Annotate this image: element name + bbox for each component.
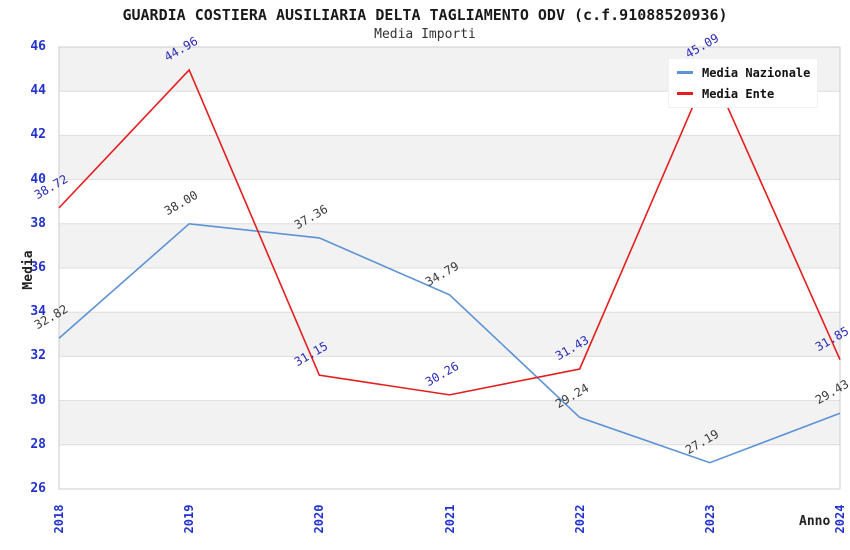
y-tick-46: 46 <box>30 39 46 54</box>
series-line-nazionale <box>58 222 841 464</box>
x-tick-2019: 2019 <box>182 504 197 534</box>
legend-swatch-nazionale-icon <box>677 71 693 74</box>
y-tick-38: 38 <box>30 215 46 231</box>
x-tick-2023: 2023 <box>702 504 717 534</box>
y-tick-32: 32 <box>30 348 46 364</box>
legend-item-media-ente: Media Ente <box>669 83 817 104</box>
plot-border <box>58 46 841 490</box>
y-tick-36: 36 <box>30 260 46 275</box>
y-tick-44: 44 <box>30 83 46 99</box>
grid-band <box>59 268 840 313</box>
y-axis-title: Media <box>21 250 36 290</box>
grid-band <box>59 400 840 445</box>
legend: Media Nazionale Media Ente <box>668 58 818 108</box>
grid-band <box>59 223 840 268</box>
grid-band <box>59 356 840 401</box>
x-tick-2024: 2024 <box>833 504 847 534</box>
x-tick-2021: 2021 <box>442 504 457 534</box>
grid-band <box>59 312 840 357</box>
x-tick-2018: 2018 <box>52 504 66 534</box>
legend-swatch-ente-icon <box>677 92 693 95</box>
chart-title: GUARDIA COSTIERA AUSILIARIA DELTA TAGLIA… <box>122 6 728 24</box>
chart-subtitle: Media Importi <box>374 27 476 42</box>
x-tick-2022: 2022 <box>572 504 587 534</box>
y-tick-28: 28 <box>30 436 46 452</box>
legend-label-nazionale: Media Nazionale <box>702 65 811 80</box>
grid-band <box>59 179 840 224</box>
x-axis-title: Anno <box>799 514 831 529</box>
y-tick-42: 42 <box>30 127 46 143</box>
y-tick-26: 26 <box>30 481 46 496</box>
legend-item-media-nazionale: Media Nazionale <box>669 62 817 83</box>
legend-label-ente: Media Ente <box>702 86 775 101</box>
y-tick-30: 30 <box>30 392 46 408</box>
grid-band <box>59 444 840 489</box>
x-tick-2020: 2020 <box>312 504 327 534</box>
grid-band <box>59 135 840 180</box>
y-tick-34: 34 <box>30 304 46 320</box>
y-tick-40: 40 <box>30 171 46 187</box>
